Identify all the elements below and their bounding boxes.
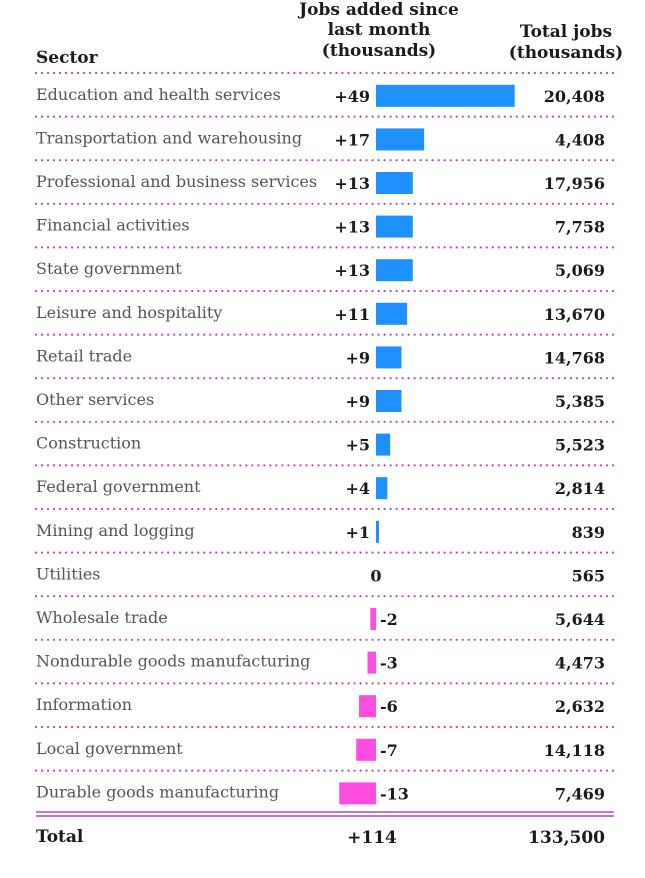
positive-bar — [376, 346, 402, 369]
sector-column-header: Sector — [36, 48, 99, 68]
negative-bar — [356, 738, 376, 761]
total-row-label: Total — [36, 827, 84, 847]
sector-label: Federal government — [36, 477, 201, 496]
change-column-header-line3: (thousands) — [322, 41, 436, 61]
change-column-header-line2: last month — [328, 20, 431, 40]
positive-bar — [376, 259, 413, 282]
negative-bar — [359, 695, 376, 718]
total-jobs-value: 2,814 — [555, 479, 605, 498]
total-jobs-value: 565 — [572, 566, 605, 585]
total-jobs-value: 5,644 — [555, 610, 605, 629]
change-label: -3 — [380, 654, 398, 673]
total-jobs-value: 5,069 — [555, 261, 605, 280]
positive-bar — [376, 128, 425, 151]
sector-label: Retail trade — [36, 346, 132, 365]
total-jobs-value: 5,523 — [555, 436, 605, 455]
sector-label: Transportation and warehousing — [36, 128, 302, 147]
total-column-header-line2: (thousands) — [509, 43, 623, 63]
total-row-total: 133,500 — [528, 828, 605, 848]
change-label: +13 — [334, 261, 370, 280]
total-row-change: +114 — [347, 828, 397, 848]
negative-bar — [370, 608, 376, 630]
sector-label: Construction — [36, 434, 141, 453]
total-jobs-value: 14,118 — [544, 741, 605, 760]
positive-bar — [376, 477, 388, 500]
change-label: +13 — [334, 174, 370, 193]
total-jobs-value: 5,385 — [555, 392, 605, 411]
change-column-header-line1: Jobs added since — [297, 0, 459, 20]
change-label: +11 — [334, 305, 370, 324]
change-label: -13 — [380, 784, 409, 803]
total-jobs-value: 17,956 — [544, 174, 605, 193]
change-label: -2 — [380, 610, 398, 629]
total-jobs-value: 4,408 — [555, 130, 605, 149]
sector-label: Mining and logging — [36, 521, 195, 540]
change-label: 0 — [370, 566, 381, 585]
negative-bar — [367, 651, 376, 674]
positive-bar — [376, 84, 515, 107]
change-label: +49 — [334, 87, 370, 106]
total-jobs-value: 2,632 — [555, 697, 605, 716]
positive-bar — [376, 215, 413, 238]
change-label: +13 — [334, 218, 370, 237]
sector-label: Leisure and hospitality — [36, 303, 222, 322]
total-jobs-value: 14,768 — [544, 348, 605, 367]
change-label: +17 — [334, 130, 370, 149]
total-jobs-value: 839 — [572, 523, 605, 542]
sector-label: Wholesale trade — [36, 608, 168, 627]
positive-bar — [376, 433, 391, 456]
change-label: +9 — [345, 392, 370, 411]
total-jobs-value: 4,473 — [555, 654, 605, 673]
change-label: +5 — [345, 436, 370, 455]
total-jobs-value: 20,408 — [544, 87, 605, 106]
positive-bar — [376, 520, 379, 543]
total-column-header-line1: Total jobs — [520, 22, 612, 42]
sector-label: State government — [36, 259, 182, 278]
change-label: +9 — [345, 348, 370, 367]
sector-label: Nondurable goods manufacturing — [36, 652, 310, 671]
sector-label: Education and health services — [36, 85, 281, 104]
positive-bar — [376, 390, 402, 412]
positive-bar — [376, 302, 408, 325]
total-jobs-value: 7,758 — [555, 218, 605, 237]
sector-label: Utilities — [36, 564, 101, 583]
change-label: +4 — [345, 479, 370, 498]
total-jobs-value: 13,670 — [544, 305, 605, 324]
change-label: -7 — [380, 741, 398, 760]
sector-label: Information — [36, 695, 132, 714]
total-jobs-value: 7,469 — [555, 784, 605, 803]
sector-label: Durable goods manufacturing — [36, 782, 279, 801]
negative-bar — [339, 782, 376, 805]
sector-label: Professional and business services — [36, 172, 317, 191]
positive-bar — [376, 172, 413, 194]
sector-label: Financial activities — [36, 216, 190, 235]
sector-label: Other services — [36, 390, 154, 409]
sector-label: Local government — [36, 739, 183, 758]
change-label: +1 — [345, 523, 370, 542]
change-label: -6 — [380, 697, 398, 716]
